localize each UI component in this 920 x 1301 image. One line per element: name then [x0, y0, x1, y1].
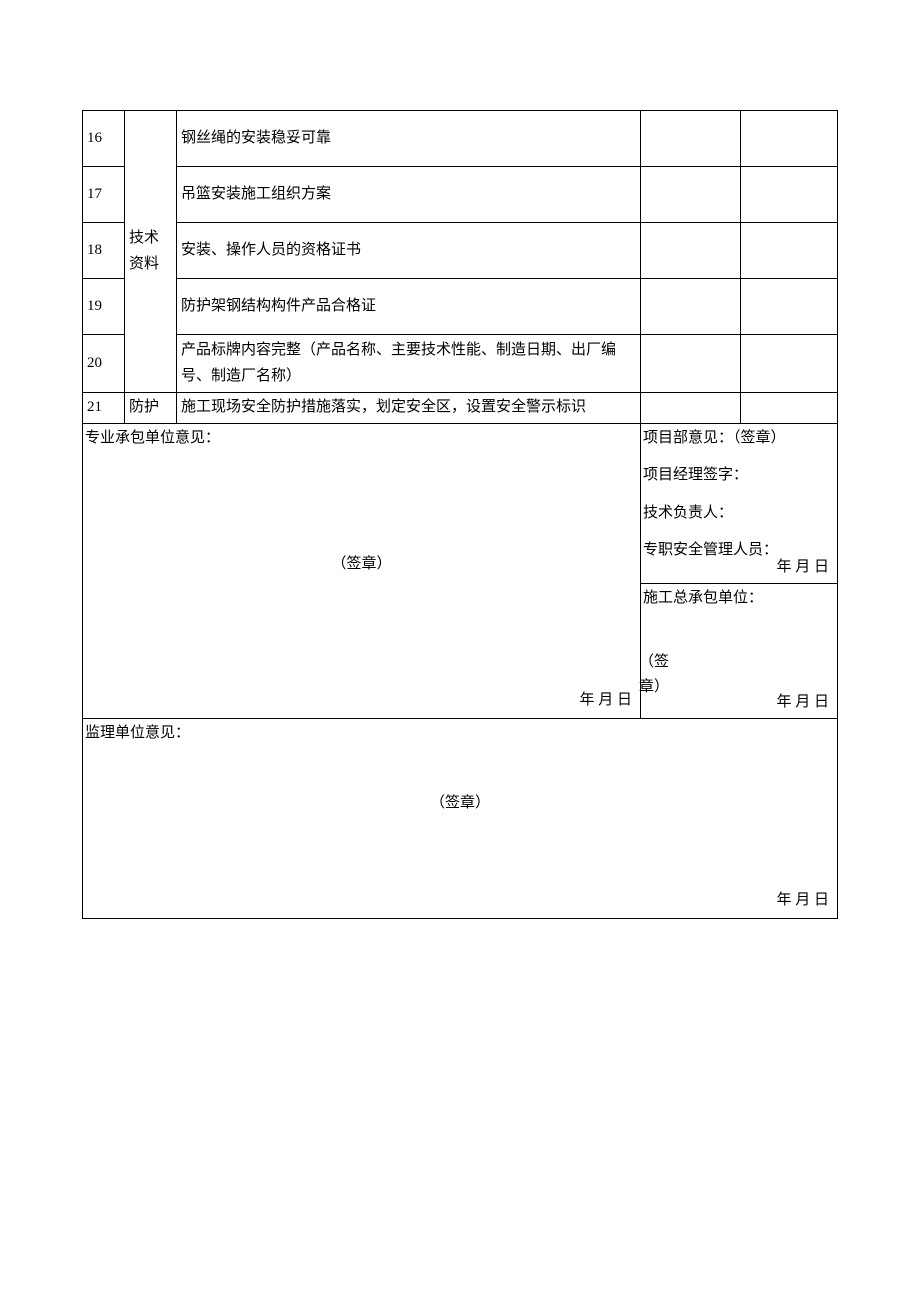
- row-number: 20: [83, 335, 125, 393]
- row-number: 17: [83, 167, 125, 223]
- seal-placeholder: （签章）: [83, 791, 837, 817]
- table-row: 16 技术资料 钢丝绳的安装稳妥可靠: [83, 111, 838, 167]
- row-desc: 安装、操作人员的资格证书: [177, 223, 641, 279]
- check-cell: [641, 111, 741, 167]
- row-number: 16: [83, 111, 125, 167]
- date-line: 年 月 日: [579, 688, 632, 714]
- block-title: 施工总承包单位：: [643, 590, 763, 606]
- row-desc: 产品标牌内容完整（产品名称、主要技术性能、制造日期、出厂编号、制造厂名称）: [177, 335, 641, 393]
- seal-placeholder: （签章）: [83, 552, 640, 578]
- seal-placeholder: （签章）: [639, 650, 669, 701]
- check-cell: [741, 393, 838, 424]
- contractor-opinion-block: 专业承包单位意见： （签章） 年 月 日: [83, 423, 641, 718]
- row-desc: 施工现场安全防护措施落实，划定安全区，设置安全警示标识: [177, 393, 641, 424]
- block-line: 项目部意见：（签章）: [643, 426, 833, 452]
- check-cell: [641, 335, 741, 393]
- check-cell: [641, 167, 741, 223]
- block-title: 监理单位意见：: [85, 725, 190, 741]
- signature-row: 专业承包单位意见： （签章） 年 月 日 项目部意见：（签章） 项目经理签字： …: [83, 423, 838, 583]
- supervision-opinion-block: 监理单位意见： （签章） 年 月 日: [83, 718, 838, 918]
- row-desc: 吊篮安装施工组织方案: [177, 167, 641, 223]
- row-number: 19: [83, 279, 125, 335]
- check-cell: [741, 223, 838, 279]
- date-line: 年 月 日: [776, 555, 829, 581]
- check-cell: [741, 111, 838, 167]
- category-label: 技术资料: [129, 230, 159, 272]
- table-row: 17 吊篮安装施工组织方案: [83, 167, 838, 223]
- table-row: 19 防护架钢结构构件产品合格证: [83, 279, 838, 335]
- inspection-table: 16 技术资料 钢丝绳的安装稳妥可靠 17 吊篮安装施工组织方案 18 安装、操…: [82, 110, 838, 919]
- project-opinion-block: 项目部意见：（签章） 项目经理签字： 技术负责人： 专职安全管理人员： 年 月 …: [641, 423, 838, 583]
- check-cell: [741, 167, 838, 223]
- date-line: 年 月 日: [776, 888, 829, 914]
- block-title: 专业承包单位意见：: [85, 430, 220, 446]
- date-line: 年 月 日: [776, 690, 829, 716]
- check-cell: [741, 279, 838, 335]
- table-row: 18 安装、操作人员的资格证书: [83, 223, 838, 279]
- row-number: 18: [83, 223, 125, 279]
- row-desc: 防护架钢结构构件产品合格证: [177, 279, 641, 335]
- check-cell: [741, 335, 838, 393]
- row-number: 21: [83, 393, 125, 424]
- check-cell: [641, 279, 741, 335]
- row-desc: 钢丝绳的安装稳妥可靠: [177, 111, 641, 167]
- table-row: 21 防护 施工现场安全防护措施落实，划定安全区，设置安全警示标识: [83, 393, 838, 424]
- general-contractor-block: 施工总承包单位： （签章） 年 月 日: [641, 583, 838, 718]
- category-protect: 防护: [125, 393, 177, 424]
- supervision-row: 监理单位意见： （签章） 年 月 日: [83, 718, 838, 918]
- block-line: 技术负责人：: [643, 501, 833, 527]
- check-cell: [641, 393, 741, 424]
- table-row: 20 产品标牌内容完整（产品名称、主要技术性能、制造日期、出厂编号、制造厂名称）: [83, 335, 838, 393]
- category-tech: 技术资料: [125, 111, 177, 393]
- check-cell: [641, 223, 741, 279]
- block-line: 项目经理签字：: [643, 463, 833, 489]
